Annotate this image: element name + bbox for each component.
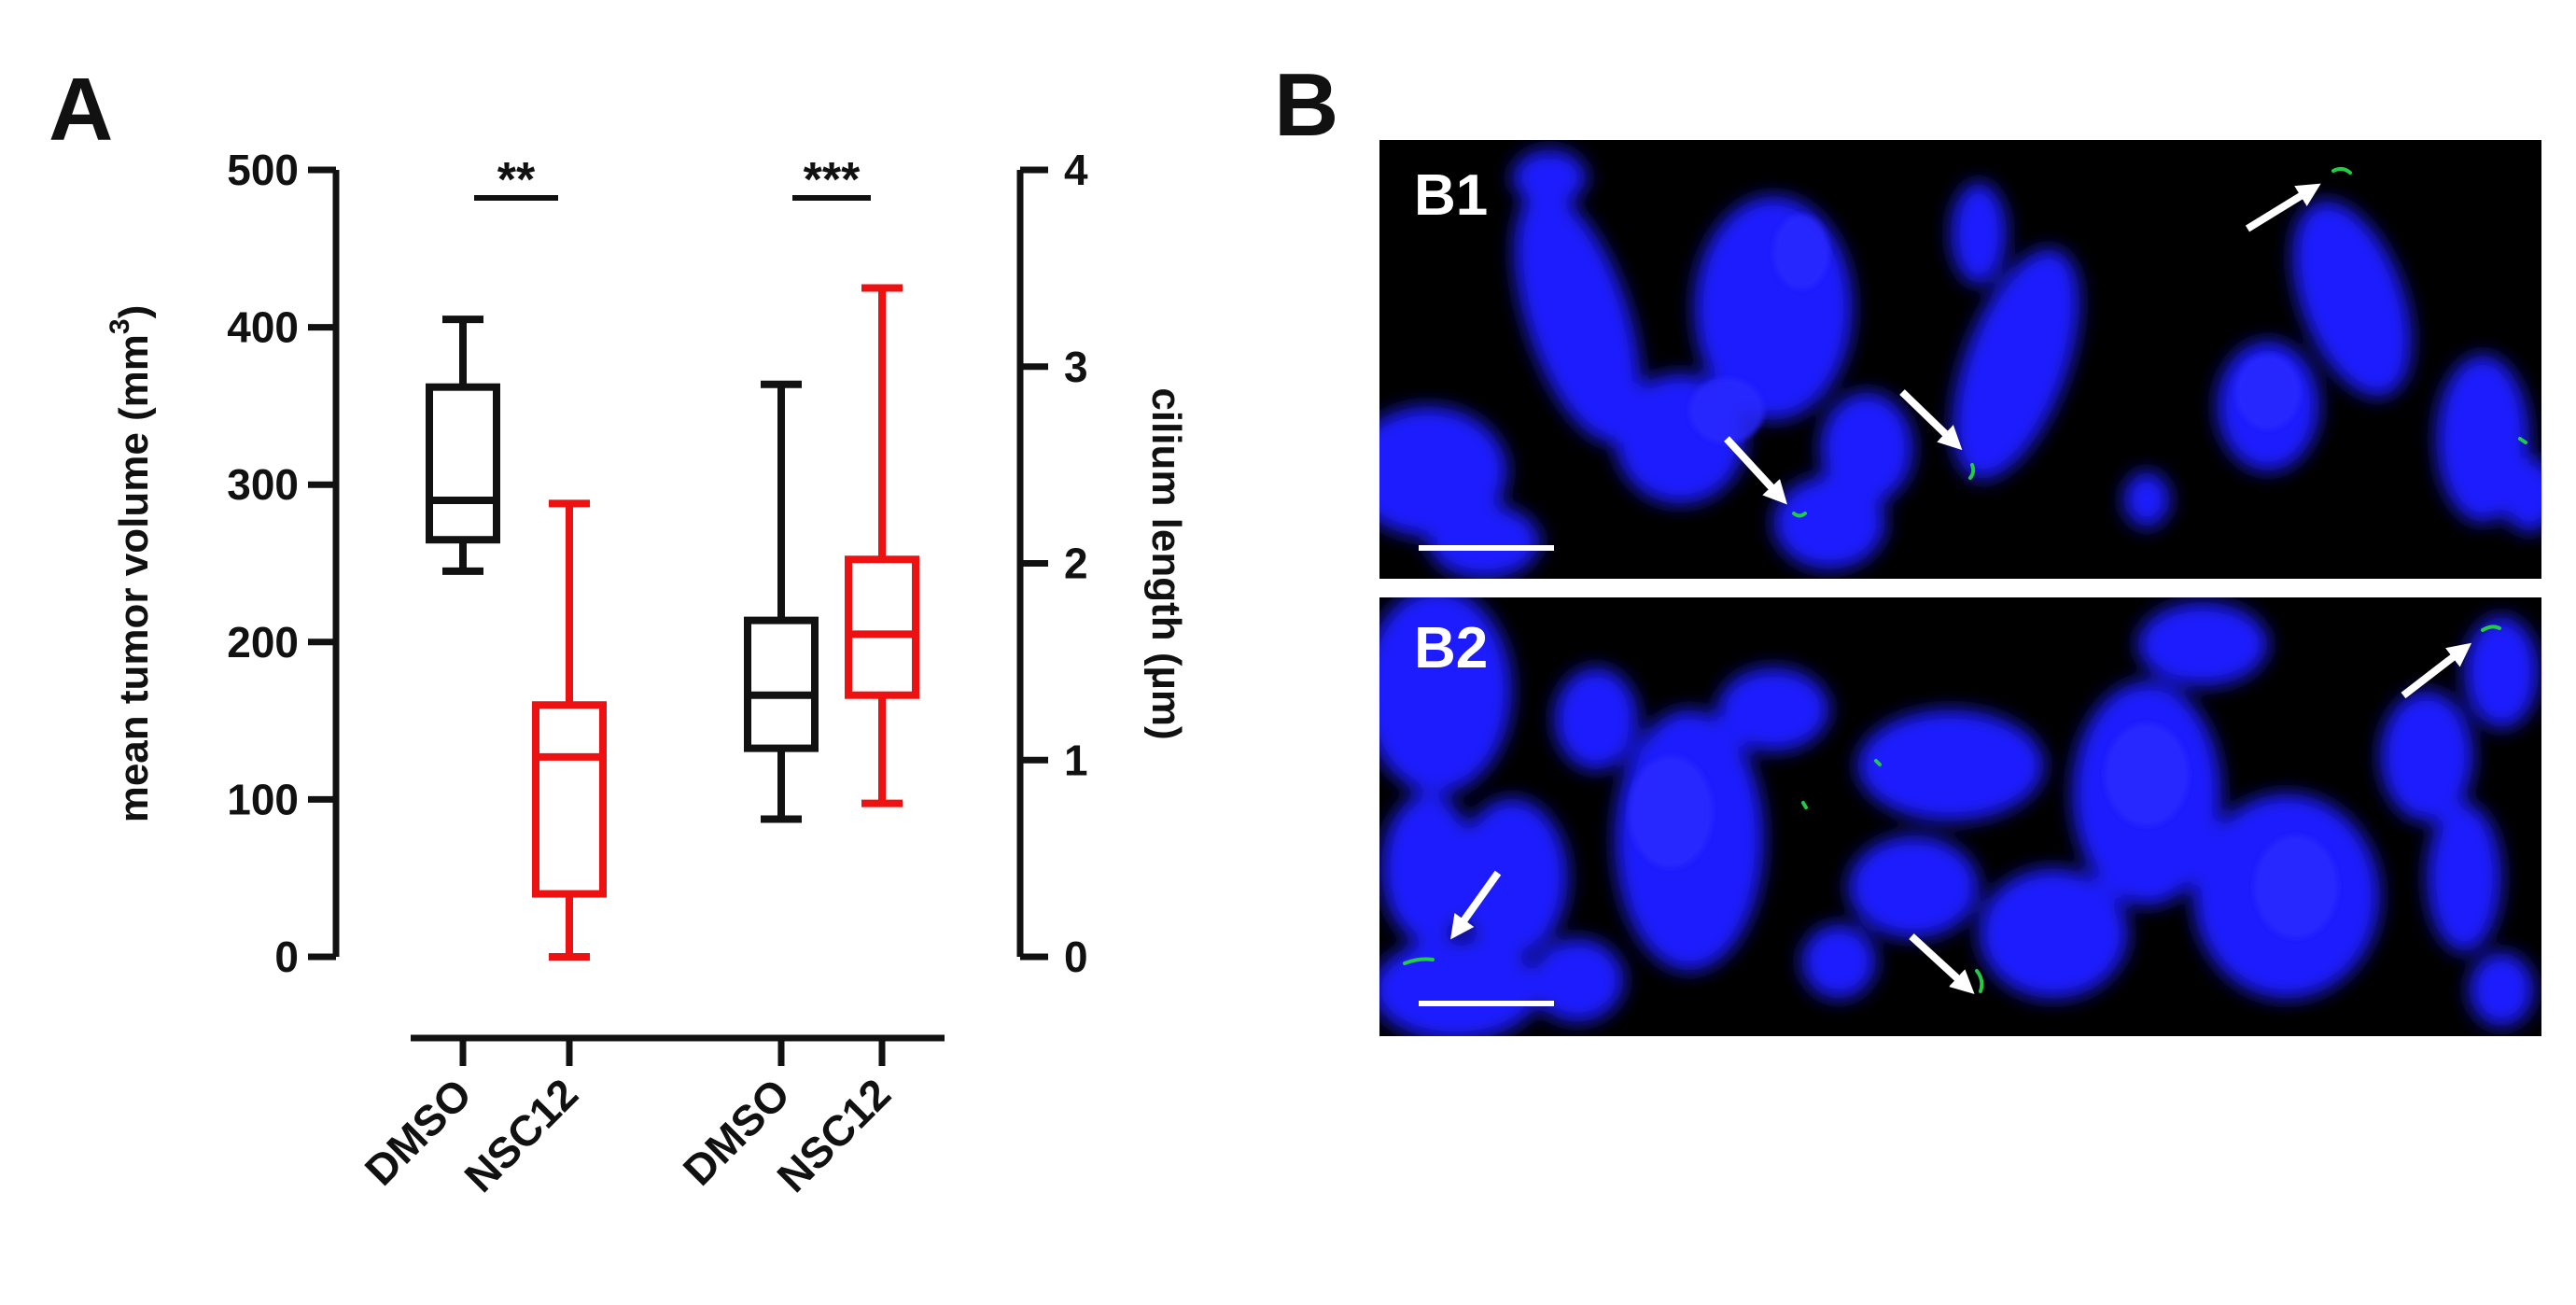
boxes xyxy=(426,284,919,961)
right-tick-label: 4 xyxy=(1064,146,1088,194)
right-tick-label: 3 xyxy=(1064,343,1088,391)
left-tick-label: 300 xyxy=(227,460,299,509)
left-tick-label: 500 xyxy=(227,146,299,194)
panel-a-letter: A xyxy=(49,60,113,160)
right-tick-label: 1 xyxy=(1064,736,1088,784)
box-iqr xyxy=(426,383,500,544)
significance-marks: ** *** xyxy=(474,153,871,207)
category-label: DMSO xyxy=(356,1069,481,1194)
micrograph-b2: B2 xyxy=(1379,597,2541,1036)
panel-b-letter: B xyxy=(1274,55,1338,155)
left-tick-label: 400 xyxy=(227,303,299,352)
box-1 xyxy=(426,316,500,575)
left-axis-ticks: 0 100 200 300 400 500 xyxy=(227,146,336,981)
box-iqr xyxy=(845,555,919,699)
left-tick-label: 100 xyxy=(227,775,299,823)
micrograph-b1-label: B1 xyxy=(1414,163,1488,228)
box-4 xyxy=(845,284,919,807)
right-axis-ticks: 0 1 2 3 4 xyxy=(1020,146,1088,981)
box-2 xyxy=(532,499,607,961)
left-axis-title: mean tumor volume (mm3) xyxy=(105,305,157,823)
left-tick-label: 0 xyxy=(274,933,299,981)
box-iqr xyxy=(744,616,819,752)
box-3 xyxy=(744,380,819,823)
box-iqr xyxy=(532,701,607,898)
micrograph-b1: B1 xyxy=(1379,140,2541,579)
significance-label: ** xyxy=(497,153,536,207)
category-label: NSC12 xyxy=(767,1069,900,1201)
significance-label: *** xyxy=(804,153,861,207)
box-plot-chart: 0 100 200 300 400 500 mean tumor volume (mm3)… xyxy=(105,146,1189,1201)
right-tick-label: 2 xyxy=(1064,540,1088,588)
right-axis-title: cilium length (µm) xyxy=(1143,387,1189,739)
category-label: NSC12 xyxy=(455,1069,587,1201)
left-tick-label: 200 xyxy=(227,618,299,667)
right-tick-label: 0 xyxy=(1064,933,1088,981)
micrograph-b2-label: B2 xyxy=(1414,616,1488,681)
